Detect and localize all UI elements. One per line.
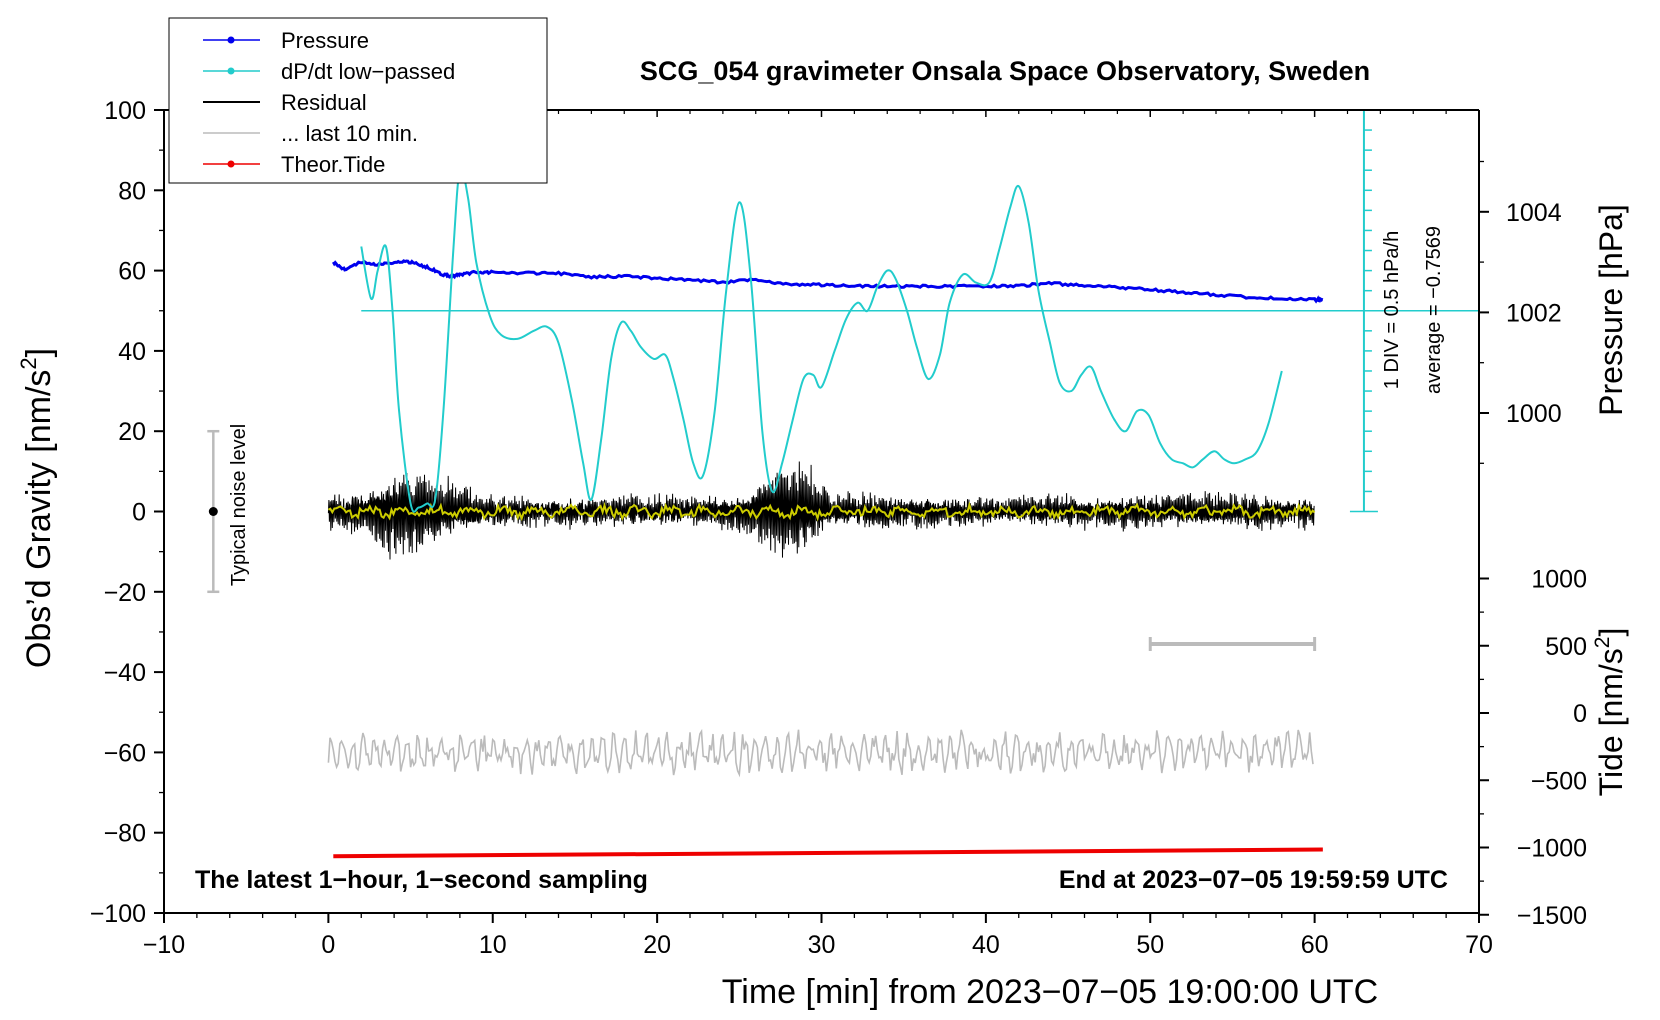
legend-label: dP/dt low−passed [281, 59, 455, 84]
y-tick-label: 20 [118, 418, 146, 446]
legend-marker [227, 67, 235, 75]
y-axis-label-tide: Tide [nm/s2] [1591, 628, 1629, 797]
x-tick-label: −10 [143, 931, 185, 959]
x-tick-label: 20 [643, 931, 671, 959]
annotation-sampling: The latest 1−hour, 1−second sampling [195, 866, 648, 894]
y-tick-label: 40 [118, 338, 146, 366]
annotation-end-time: End at 2023−07−05 19:59:59 UTC [1059, 866, 1448, 894]
pressure-tick-label: 1004 [1506, 199, 1562, 227]
tide-tick-label: 0 [1573, 700, 1587, 728]
noise-level-label: Typical noise level [228, 424, 250, 586]
y-tick-label: −40 [104, 659, 146, 687]
tide-line [333, 847, 1323, 859]
x-tick-label: 40 [972, 931, 1000, 959]
x-tick-label: 30 [808, 931, 836, 959]
tide-tick-label: 1000 [1531, 566, 1587, 594]
y-axis-label-left-sup: 2 [16, 357, 41, 369]
legend: Pressure dP/dt low−passed Residual ... last… [168, 17, 548, 184]
noise-bar-center [208, 507, 218, 516]
residual-smoothed-line [327, 501, 1316, 522]
series-layer [207, 109, 1479, 859]
tide-tick-label: −1500 [1517, 902, 1587, 930]
x-tick-label: 60 [1301, 931, 1329, 959]
tide-tick-label: −1000 [1517, 835, 1587, 863]
x-axis-label: Time [min] from 2023−07−05 19:00:00 UTC [722, 973, 1378, 1011]
legend-box [168, 17, 548, 184]
x-tick-label: 70 [1465, 931, 1493, 959]
dpdt-division-label: 1 DIV = 0.5 hPa/h [1381, 231, 1403, 389]
x-tick-label: 50 [1136, 931, 1164, 959]
residual-line [327, 461, 1315, 560]
y-tick-label: −100 [90, 900, 146, 928]
x-tick-label: 10 [479, 931, 507, 959]
dpdt-line [360, 167, 1283, 513]
y-tick-label: −80 [104, 820, 146, 848]
y-axis-label-tide-end: ] [1593, 628, 1629, 637]
legend-label: Pressure [281, 28, 369, 53]
legend-label: Theor.Tide [281, 152, 385, 177]
legend-label: Residual [281, 90, 367, 115]
y-tick-label: −60 [104, 739, 146, 767]
legend-marker [227, 160, 235, 168]
y-tick-label: −20 [104, 579, 146, 607]
pressure-tick-label: 1000 [1506, 400, 1562, 428]
y-axis-label-tide-sup: 2 [1591, 637, 1614, 649]
chart-title: SCG_054 gravimeter Onsala Space Observat… [640, 56, 1370, 86]
x-tick-label: 0 [321, 931, 335, 959]
y-axis-label-pressure: Pressure [hPa] [1593, 204, 1629, 416]
pressure-line [332, 259, 1324, 304]
y-tick-label: 60 [118, 258, 146, 286]
y-tick-label: 80 [118, 177, 146, 205]
dpdt-average-label: average = −0.7569 [1423, 226, 1445, 394]
tide-tick-label: 500 [1545, 633, 1587, 661]
y-tick-label: 0 [132, 499, 146, 527]
legend-label: ... last 10 min. [281, 121, 418, 146]
y-axis-label-left-main: Obs’d Gravity [nm/s [20, 370, 58, 669]
pressure-tick-label: 1002 [1506, 299, 1562, 327]
y-axis-label-left: Obs’d Gravity [nm/s2] [16, 348, 58, 668]
tide-tick-label: −500 [1531, 767, 1587, 795]
last-10-min-line [327, 728, 1314, 778]
legend-marker [227, 36, 235, 44]
y-tick-label: 100 [104, 97, 146, 125]
y-axis-label-left-end: ] [20, 348, 58, 357]
y-axis-label-tide-main: Tide [nm/s [1593, 648, 1629, 796]
